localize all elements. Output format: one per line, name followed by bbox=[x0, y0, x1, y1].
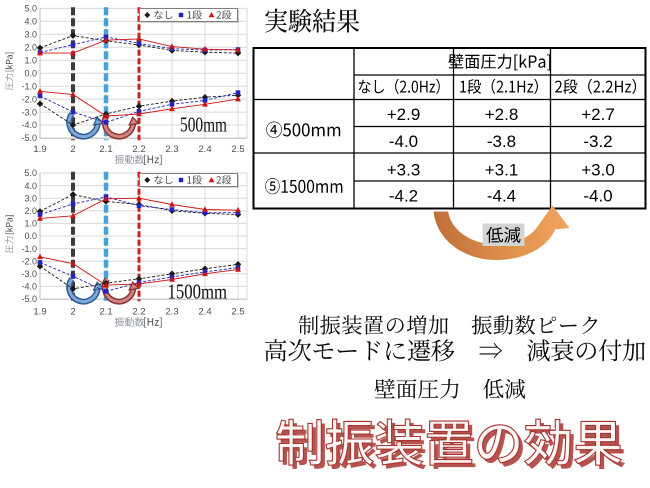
svg-text:-4.0: -4.0 bbox=[389, 132, 418, 151]
svg-text:-1.0: -1.0 bbox=[21, 81, 37, 91]
svg-text:2.2: 2.2 bbox=[132, 307, 145, 318]
svg-text:2.5: 2.5 bbox=[231, 144, 244, 155]
svg-text:1.9: 1.9 bbox=[33, 307, 46, 318]
svg-text:-3.0: -3.0 bbox=[21, 269, 37, 279]
svg-text:-1.0: -1.0 bbox=[21, 244, 37, 254]
svg-text:2.4: 2.4 bbox=[198, 307, 211, 318]
svg-text:3.0: 3.0 bbox=[24, 193, 37, 203]
svg-text:3.0: 3.0 bbox=[24, 30, 37, 40]
svg-text:-4.0: -4.0 bbox=[583, 186, 612, 205]
svg-text:5.0: 5.0 bbox=[24, 168, 37, 178]
svg-text:-4.4: -4.4 bbox=[487, 186, 516, 205]
svg-text:-5.0: -5.0 bbox=[21, 294, 37, 304]
svg-text:+2.8: +2.8 bbox=[485, 105, 519, 124]
svg-text:2.3: 2.3 bbox=[165, 144, 178, 155]
svg-text:-4.0: -4.0 bbox=[21, 120, 37, 130]
svg-text:2.1: 2.1 bbox=[99, 144, 112, 155]
svg-text:-4.2: -4.2 bbox=[389, 186, 418, 205]
svg-text:2.1: 2.1 bbox=[99, 307, 112, 318]
svg-text:-4.0: -4.0 bbox=[21, 282, 37, 292]
svg-text:2.2: 2.2 bbox=[132, 144, 145, 155]
svg-text:-2.0: -2.0 bbox=[21, 256, 37, 266]
svg-text:+3.3: +3.3 bbox=[387, 160, 421, 179]
svg-text:-2.0: -2.0 bbox=[21, 94, 37, 104]
svg-text:2.5: 2.5 bbox=[231, 307, 244, 318]
svg-text:-3.0: -3.0 bbox=[21, 107, 37, 117]
svg-text:+3.0: +3.0 bbox=[581, 160, 615, 179]
svg-text:0.0: 0.0 bbox=[24, 231, 37, 241]
svg-text:2.0: 2.0 bbox=[24, 206, 37, 216]
svg-text:4.0: 4.0 bbox=[24, 17, 37, 27]
svg-text:+3.1: +3.1 bbox=[485, 160, 519, 179]
svg-text:-3.2: -3.2 bbox=[583, 132, 612, 151]
svg-text:2.3: 2.3 bbox=[165, 307, 178, 318]
svg-text:1.0: 1.0 bbox=[24, 219, 37, 229]
svg-text:2: 2 bbox=[70, 144, 75, 155]
svg-text:+2.9: +2.9 bbox=[387, 105, 421, 124]
svg-text:1.9: 1.9 bbox=[33, 144, 46, 155]
svg-text:+2.7: +2.7 bbox=[581, 105, 615, 124]
svg-text:2: 2 bbox=[70, 307, 75, 318]
svg-text:500mm: 500mm bbox=[180, 112, 227, 136]
svg-text:-5.0: -5.0 bbox=[21, 133, 37, 143]
svg-text:2.4: 2.4 bbox=[198, 144, 211, 155]
svg-text:0.0: 0.0 bbox=[24, 68, 37, 78]
svg-text:5.0: 5.0 bbox=[24, 4, 37, 14]
svg-text:4.0: 4.0 bbox=[24, 181, 37, 191]
svg-text:-3.8: -3.8 bbox=[487, 132, 516, 151]
svg-text:1500mm: 1500mm bbox=[168, 280, 228, 304]
svg-text:2.0: 2.0 bbox=[24, 43, 37, 53]
svg-text:1.0: 1.0 bbox=[24, 55, 37, 65]
